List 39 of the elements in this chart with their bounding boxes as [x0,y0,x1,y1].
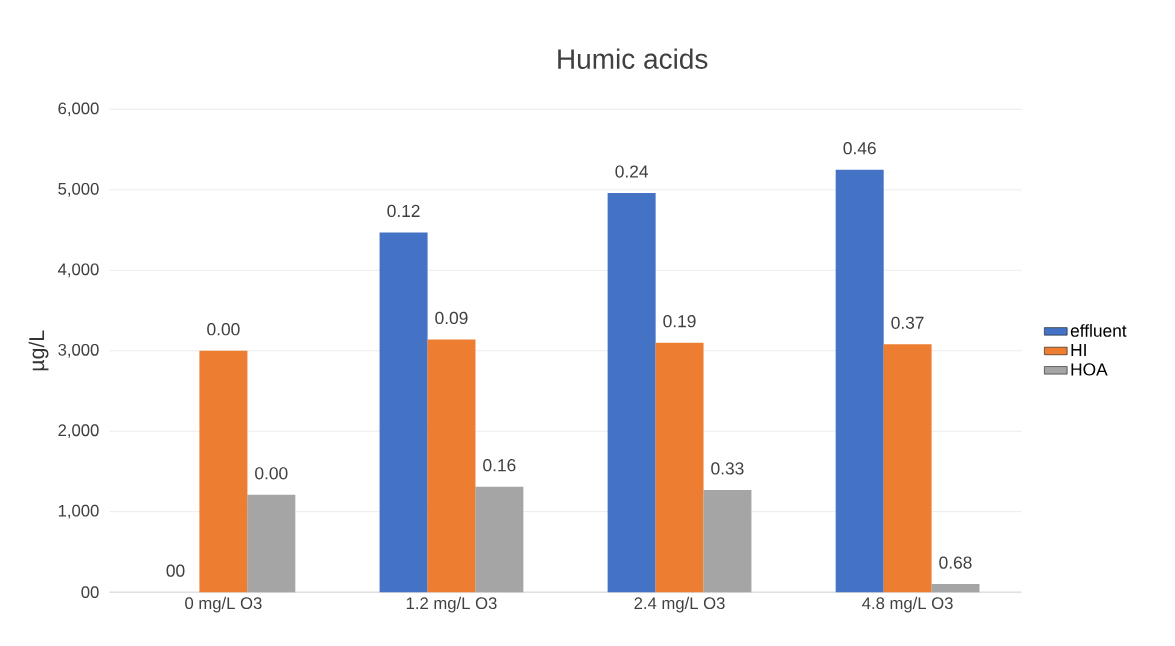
annotation: 0.37 [891,316,924,330]
legend-label: effluent [1070,324,1127,338]
bar [703,490,752,593]
y-tick-label: 00 [81,586,99,599]
bar [931,584,980,593]
y-tick-label: 3,000 [58,344,99,358]
bar [199,351,248,593]
bar [379,232,428,593]
annotation: 0.46 [843,142,876,155]
y-tick-label: 1,000 [58,505,99,519]
y-tick-label: 6,000 [58,102,99,117]
y-tick-label: 5,000 [58,183,99,197]
bar [655,342,704,593]
annotation: 0.00 [207,323,240,336]
y-tick-label: 2,000 [58,424,99,439]
x-tick-label: 2.4 mg/L O3 [634,597,725,613]
bar [247,495,296,593]
x-tick-label: 4.8 mg/L O3 [862,597,953,613]
annotation: 0.24 [615,165,648,178]
annotation: 0.33 [711,462,744,475]
bar [607,193,656,593]
bar [427,339,476,593]
legend-label: HOA [1071,363,1108,376]
y-tick-label: 4,000 [57,263,99,278]
annotation: 00 [166,564,185,578]
annotation: 0.09 [435,312,468,325]
bar [835,169,884,593]
chart-title: Humic acids [558,48,708,70]
annotation: 0.00 [255,467,288,480]
annotation: 0.16 [483,459,516,472]
annotation: 0.19 [663,315,696,328]
y-axis-title: µg/L [28,330,49,371]
x-tick-label: 0 mg/L O3 [185,597,262,613]
legend-label: HI [1071,344,1086,357]
annotation: 0.12 [387,205,420,218]
bar [883,344,932,593]
bar [475,486,524,593]
x-tick-label: 1.2 mg/L O3 [406,597,497,613]
annotation: 0.68 [939,556,972,569]
